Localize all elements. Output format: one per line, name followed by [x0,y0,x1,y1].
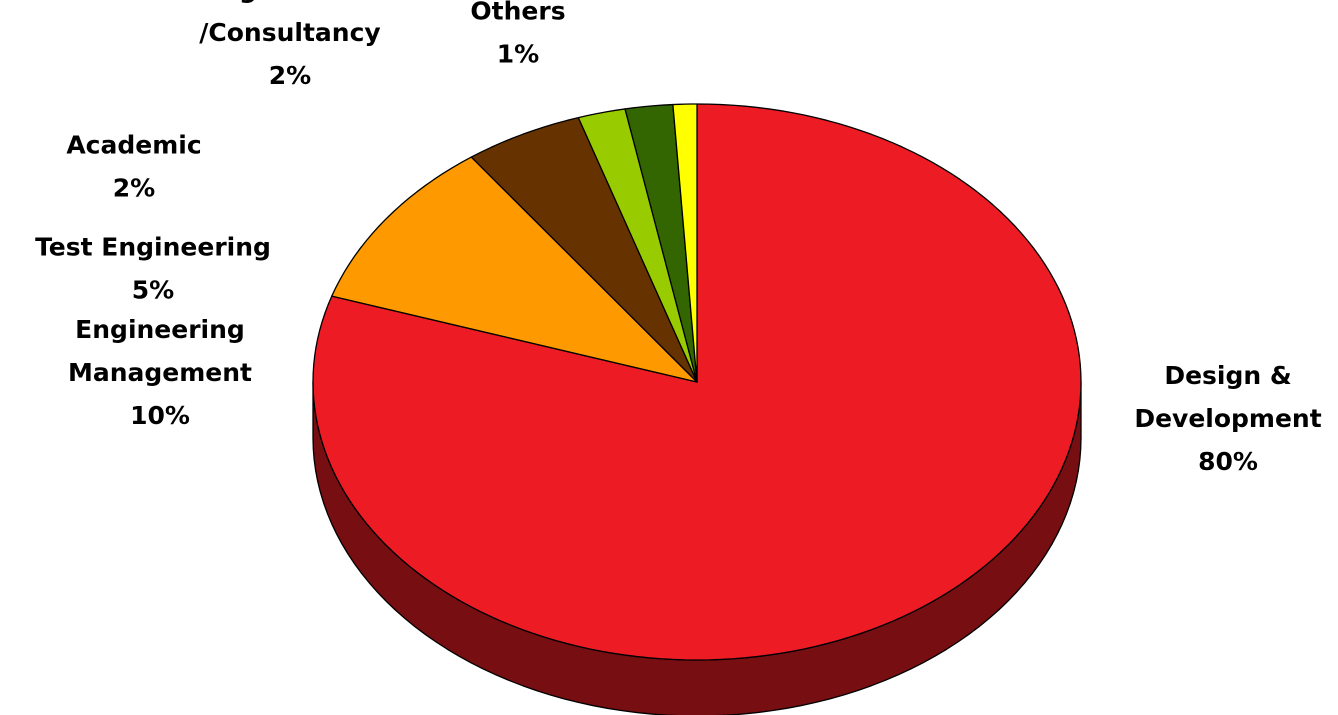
slice-label: Academic 2% [66,131,201,203]
slice-name-label: Design & [1164,361,1291,390]
slice-percent-label: 10% [130,401,190,430]
slice-name-label: Others [470,0,565,26]
slice-label: Test Engineering 5% [35,233,271,305]
slice-label: Design Services/Consultancy 2% [178,0,402,90]
slice-label: Others 1% [470,0,565,69]
slice-percent-label: 2% [113,174,155,203]
slice-percent-label: 80% [1198,447,1258,476]
slice-labels: Design & Development 80% Engineering Managem… [35,0,1322,476]
slice-name-label: /Consultancy [199,18,380,47]
pie-top-faces [312,103,1082,661]
slice-name-label: Management [68,358,252,387]
slice-percent-label: 5% [132,276,174,305]
slice-percent-label: 1% [497,40,539,69]
slice-name-label: Engineering [75,315,245,344]
pie-slice [577,108,698,383]
pie-slice [624,103,698,383]
slice-name-label: Academic [66,131,201,160]
slice-label: Design & Development 80% [1134,361,1321,476]
slice-name-label: Development [1134,404,1321,433]
pie-slice [331,156,698,383]
slice-name-label: Test Engineering [35,233,271,262]
pie-slice [672,103,698,383]
pie-slice [470,116,698,383]
slice-label: Engineering Management 10% [68,315,252,430]
slice-name-label: Design Services [178,0,402,4]
slice-percent-label: 2% [269,61,311,90]
